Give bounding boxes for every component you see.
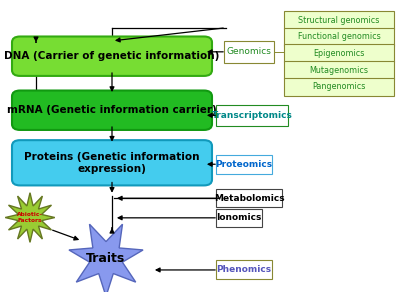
Text: Functional genomics: Functional genomics [298,32,380,41]
FancyBboxPatch shape [284,28,394,46]
FancyBboxPatch shape [12,36,212,76]
Text: Mutagenomics: Mutagenomics [310,66,368,74]
Text: Abiotic-
Factors: Abiotic- Factors [17,212,43,223]
FancyBboxPatch shape [12,140,212,185]
FancyBboxPatch shape [216,105,288,126]
Text: Proteomics: Proteomics [216,160,272,169]
FancyBboxPatch shape [216,209,262,227]
FancyBboxPatch shape [284,61,394,79]
Text: Proteins (Genetic information
expression): Proteins (Genetic information expression… [24,152,200,173]
Text: Transcriptomics: Transcriptomics [212,111,292,120]
Text: Structural genomics: Structural genomics [298,16,380,25]
Text: Phenomics: Phenomics [216,265,272,274]
FancyBboxPatch shape [216,189,282,207]
FancyBboxPatch shape [284,78,394,96]
Text: Epigenomics: Epigenomics [313,49,365,58]
FancyBboxPatch shape [12,91,212,130]
FancyBboxPatch shape [284,11,394,29]
FancyBboxPatch shape [216,260,272,279]
Text: Traits: Traits [86,252,126,265]
Text: Metabolomics: Metabolomics [214,194,284,203]
Text: mRNA (Genetic information carrier): mRNA (Genetic information carrier) [7,105,217,115]
Polygon shape [69,224,143,292]
FancyBboxPatch shape [224,41,274,63]
Polygon shape [5,193,55,242]
Text: Pangenomics: Pangenomics [312,82,366,91]
Text: Genomics: Genomics [226,47,272,56]
Text: DNA (Carrier of genetic information): DNA (Carrier of genetic information) [4,51,220,61]
Text: Ionomics: Ionomics [216,213,262,222]
FancyBboxPatch shape [216,155,272,174]
FancyBboxPatch shape [284,44,394,62]
